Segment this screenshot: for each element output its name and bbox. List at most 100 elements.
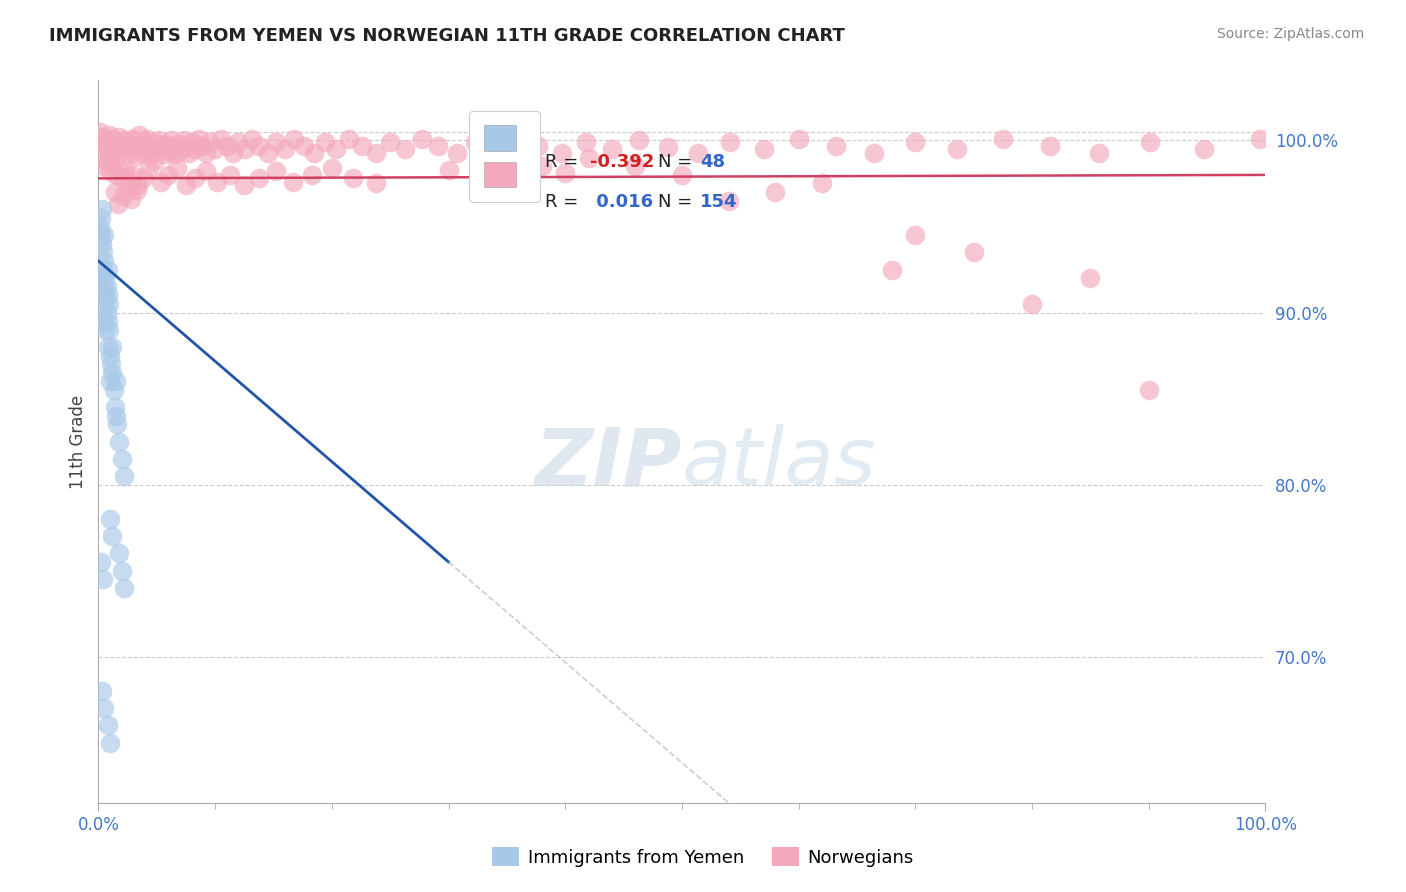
Point [143,154,166,169]
Point [157,144,180,158]
Point [127,138,149,153]
Point [207,175,229,189]
Point [90,228,112,243]
Point [94,297,117,311]
Point [98,735,121,749]
Point [337,132,360,146]
Point [108,161,131,175]
Point [787,132,810,146]
Text: Source: ZipAtlas.com: Source: ZipAtlas.com [1216,27,1364,41]
Point [93,159,115,173]
Point [811,177,834,191]
Point [228,135,250,149]
Point [148,133,170,147]
Point [411,132,433,146]
Point [104,409,127,423]
Text: R =: R = [546,153,583,171]
Point [1087,145,1109,160]
Point [91,245,114,260]
Point [962,245,984,260]
Point [184,142,207,156]
Text: R =: R = [546,193,583,211]
Point [94,271,117,285]
Point [134,142,156,156]
Point [671,168,693,182]
Point [325,142,347,156]
Point [946,142,969,156]
Point [249,171,271,186]
Point [496,173,519,187]
Point [624,159,647,173]
Point [107,197,129,211]
Point [114,164,136,178]
Point [90,271,112,285]
Point [101,157,124,171]
Point [90,211,112,225]
Point [111,171,134,186]
Point [880,262,903,277]
Point [94,323,117,337]
Point [97,340,120,354]
Point [578,151,600,165]
Point [104,185,127,199]
Point [194,145,217,160]
Point [91,279,114,293]
Point [93,314,115,328]
Point [165,147,187,161]
Point [108,434,131,449]
Point [301,168,323,182]
Point [90,236,112,251]
Point [97,297,120,311]
Point [108,130,131,145]
Point [215,138,238,153]
Point [146,142,169,156]
Point [162,140,184,154]
Point [120,136,142,151]
Point [1038,138,1060,153]
Point [97,314,120,328]
Point [283,175,305,189]
Point [688,145,710,160]
Point [136,132,159,146]
Point [194,164,217,178]
Point [484,168,506,182]
Point [274,142,297,156]
Point [98,138,121,153]
Point [166,136,188,151]
Text: 0.016: 0.016 [591,193,654,211]
Point [90,555,112,569]
Point [93,288,115,302]
Point [98,349,121,363]
Point [283,132,305,146]
Point [124,142,146,156]
Point [1021,297,1043,311]
Point [157,168,180,182]
Point [125,149,148,163]
Point [863,145,886,160]
Point [191,138,214,153]
Point [1137,383,1160,397]
Point [657,140,679,154]
Point [763,185,786,199]
Point [427,138,450,153]
Point [233,178,256,193]
Point [143,135,166,149]
Point [112,581,135,595]
Point [101,340,124,354]
Point [380,135,402,149]
Point [904,228,927,243]
Point [394,142,416,156]
Point [551,145,574,160]
Point [159,133,181,147]
Text: -0.392: -0.392 [591,153,654,171]
Point [90,130,112,145]
Point [139,138,162,153]
Point [174,178,197,193]
Point [1080,271,1102,285]
Point [366,145,388,160]
Point [174,140,197,154]
Point [179,145,201,160]
Point [117,182,139,196]
Point [1249,132,1271,146]
Point [437,162,460,177]
